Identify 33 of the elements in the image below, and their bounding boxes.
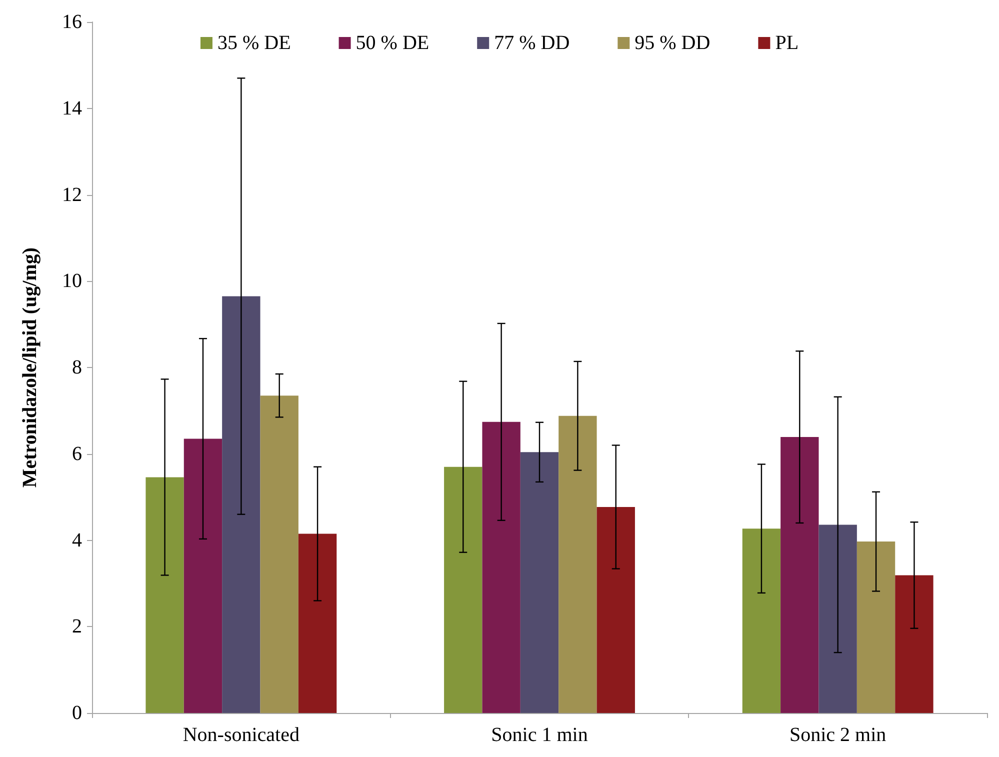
y-tick-label: 8 xyxy=(72,356,82,378)
y-axis-title: Metronidazole/lipid (ug/mg) xyxy=(19,247,41,488)
x-tick-label: Non-sonicated xyxy=(182,724,300,746)
y-tick-label: 16 xyxy=(62,11,82,33)
bar xyxy=(146,477,184,713)
y-tick-label: 0 xyxy=(72,702,82,724)
x-tick-label: Sonic 2 min xyxy=(789,724,886,746)
y-tick-label: 2 xyxy=(72,616,82,638)
legend-label: 77 % DD xyxy=(494,32,570,54)
bar xyxy=(222,296,260,713)
bar xyxy=(780,437,819,713)
legend-label: 95 % DD xyxy=(634,32,710,54)
bar xyxy=(520,452,559,713)
bar xyxy=(444,466,482,713)
y-tick-label: 12 xyxy=(62,184,82,206)
bar xyxy=(596,506,635,713)
bar xyxy=(298,534,337,713)
bar xyxy=(895,575,934,713)
y-tick-label: 14 xyxy=(62,97,82,120)
bar xyxy=(184,438,222,713)
legend-label: PL xyxy=(775,32,799,54)
bar xyxy=(558,416,597,713)
y-tick-label: 10 xyxy=(62,270,82,292)
legend-label: 50 % DE xyxy=(356,32,430,54)
y-tick-label: 6 xyxy=(72,442,82,465)
bar xyxy=(818,524,857,713)
bar xyxy=(742,528,781,713)
y-tick-label: 4 xyxy=(72,529,82,552)
legend-label: 35 % DE xyxy=(217,32,291,54)
bar xyxy=(260,396,298,713)
bar xyxy=(856,542,896,713)
bar xyxy=(482,422,520,713)
x-tick-label: Sonic 1 min xyxy=(491,724,588,746)
